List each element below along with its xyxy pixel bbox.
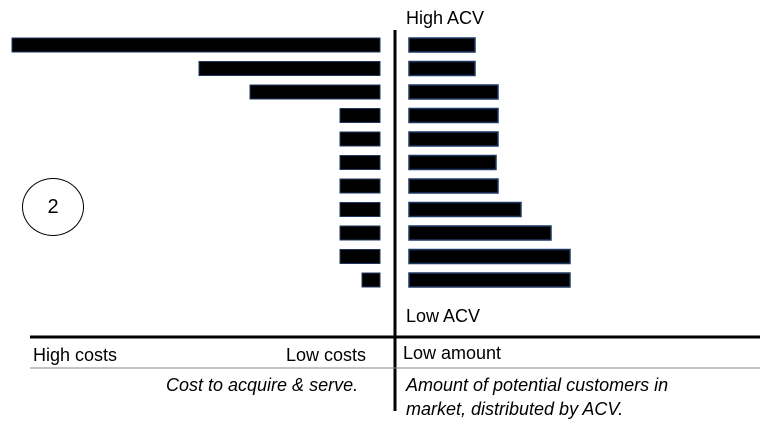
customer-amount-bar — [408, 272, 571, 288]
high-acv-label: High ACV — [406, 8, 485, 28]
customer-amount-bar — [408, 37, 476, 53]
cost-bar — [339, 155, 381, 170]
customer-amount-bar — [408, 60, 476, 77]
low-amount-label: Low amount — [403, 343, 502, 363]
customer-amount-bar — [408, 225, 552, 241]
cost-bar — [339, 249, 381, 264]
amount-caption-line2: market, distributed by ACV. — [406, 399, 624, 419]
customer-amount-bar — [408, 154, 497, 171]
cost-bar — [339, 202, 381, 217]
cost-caption: Cost to acquire & serve. — [166, 375, 359, 395]
cost-bar — [249, 84, 381, 100]
amount-caption-line1: Amount of potential customers in — [406, 375, 669, 395]
cost-bar — [339, 178, 381, 194]
cost-bar — [361, 272, 381, 288]
cost-bar — [198, 61, 381, 76]
customer-amount-bar — [408, 131, 499, 147]
customer-amount-bar — [408, 201, 522, 218]
cost-bar — [11, 37, 381, 53]
customer-amount-bar — [408, 178, 499, 194]
low-acv-label: Low ACV — [406, 306, 481, 326]
cost-bar — [339, 131, 381, 147]
customer-amount-bar — [408, 107, 499, 124]
cost-bar — [339, 225, 381, 241]
high-costs-label: High costs — [33, 345, 118, 365]
step-number-badge: 2 — [22, 178, 84, 236]
low-costs-label: Low costs — [286, 345, 367, 365]
customer-amount-bars — [408, 37, 571, 288]
cost-bar — [339, 108, 381, 123]
customer-amount-bar — [408, 248, 571, 265]
cost-bars — [11, 37, 381, 288]
customer-amount-bar — [408, 84, 499, 100]
